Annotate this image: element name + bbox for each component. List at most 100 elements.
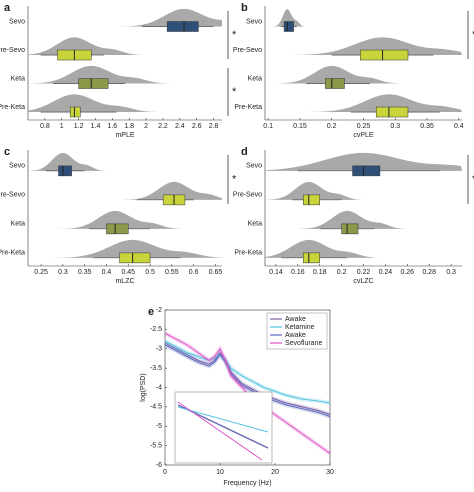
inset-line [177,401,263,461]
x-tick-label: 0.4 [454,123,464,130]
x-tick-label: 2.2 [158,123,168,130]
x-tick-label: 0.35 [420,123,434,130]
category-label: Keta [11,221,26,228]
x-tick-label: 0.35 [78,269,92,276]
box [119,252,151,264]
psd-line [164,344,331,418]
x-tick-label: 0 [163,469,167,476]
x-tick-label: 0.18 [313,269,327,276]
box [78,78,109,89]
box [69,106,81,118]
density [265,94,462,113]
psd-line [164,340,331,404]
significance-label: * [232,29,237,41]
y-tick-label: -4.5 [150,404,162,411]
x-tick-label: 2.8 [209,123,219,130]
category-label: Pre-Keta [234,104,262,111]
x-tick-label: 2.6 [192,123,202,130]
density [28,152,222,171]
category-label: Pre-Sevo [233,192,262,199]
y-tick-label: -2.5 [150,326,162,333]
box [360,49,409,61]
inset-line [177,406,269,433]
x-axis-label: cvLZC [353,278,373,285]
category-label: Keta [11,75,26,82]
x-tick-label: 0.3 [58,269,68,276]
density [265,210,462,229]
x-tick-label: 30 [326,469,334,476]
x-tick-label: 0.14 [269,269,283,276]
panel-label: d [241,146,248,158]
inset [174,391,273,464]
density [265,152,462,171]
category-label: Pre-Sevo [0,192,25,199]
panel: d 0.14 0.16 0.18 0.2 0.22 0.24 0.26 0.28 0.3 cvLZC… [233,146,474,285]
x-axis-label: Frequency (Hz) [223,480,271,487]
x-tick-label: 0.3 [446,269,456,276]
panel: e -6 -5.5 -5 -4.5 -4 -3.5 -3 -2.5 -2 0 10 20 30 Freque… [140,306,334,487]
x-tick-label: 0.3 [390,123,400,130]
box [303,194,320,206]
x-tick-label: 1 [60,123,64,130]
panel: a 0.8 1 1.2 1.4 1.6 1.8 2 2.2 2.4 2.6 2.8 mPLE Sevo Pr… [0,2,237,139]
psd-line [164,342,331,416]
box [375,106,409,118]
panel: c 0.25 0.3 0.35 0.4 0.45 0.5 0.55 0.6 0.65 mLZC Sev… [0,146,237,285]
x-tick-label: 1.2 [74,123,84,130]
x-tick-label: 0.15 [293,123,307,130]
legend-label: Awake [285,316,306,323]
box [58,165,72,177]
category-label: Sevo [246,163,262,170]
legend-label: Ketamine [285,324,315,331]
legend-label: Sevoflurane [285,340,322,347]
x-tick-label: 0.28 [422,269,436,276]
legend-label: Awake [285,332,306,339]
x-tick-label: 0.65 [209,269,223,276]
box [341,223,359,235]
x-tick-label: 0.55 [165,269,179,276]
y-tick-label: -3 [156,346,162,353]
density [265,65,462,84]
x-tick-label: 0.4 [102,269,112,276]
x-axis-label: cvPLE [353,132,374,139]
x-tick-label: 0.26 [400,269,414,276]
panel-label: c [4,146,10,158]
x-tick-label: 0.2 [327,123,337,130]
x-tick-label: 2 [144,123,148,130]
category-label: Pre-Keta [234,250,262,257]
density [28,65,222,84]
significance-label: * [232,173,237,185]
psd-line [164,332,331,454]
panel-label: b [241,2,248,14]
category-label: Pre-Keta [0,104,25,111]
density [28,239,222,258]
x-tick-label: 0.45 [121,269,135,276]
panel-label: e [148,306,154,318]
category-label: Sevo [246,18,262,25]
y-tick-label: -4 [156,384,162,391]
x-tick-label: 10 [216,469,224,476]
box [283,21,294,32]
x-tick-label: 0.6 [189,269,199,276]
x-tick-label: 1.8 [124,123,134,130]
x-axis-label: mPLE [115,132,134,139]
x-tick-label: 0.2 [337,269,347,276]
x-tick-label: 1.4 [91,123,101,130]
box [352,165,381,177]
box [166,21,199,32]
y-tick-label: -3.5 [150,365,162,372]
significance-label: * [472,29,474,41]
x-tick-label: 0.8 [40,123,50,130]
x-tick-label: 0.24 [379,269,393,276]
box [106,223,129,235]
x-tick-label: 0.22 [357,269,371,276]
box [325,78,345,89]
category-label: Keta [248,75,263,82]
category-label: Sevo [9,18,25,25]
density [28,210,222,229]
category-label: Pre-Keta [0,250,25,257]
panel-label: a [4,2,11,14]
y-tick-label: -5.5 [150,442,162,449]
